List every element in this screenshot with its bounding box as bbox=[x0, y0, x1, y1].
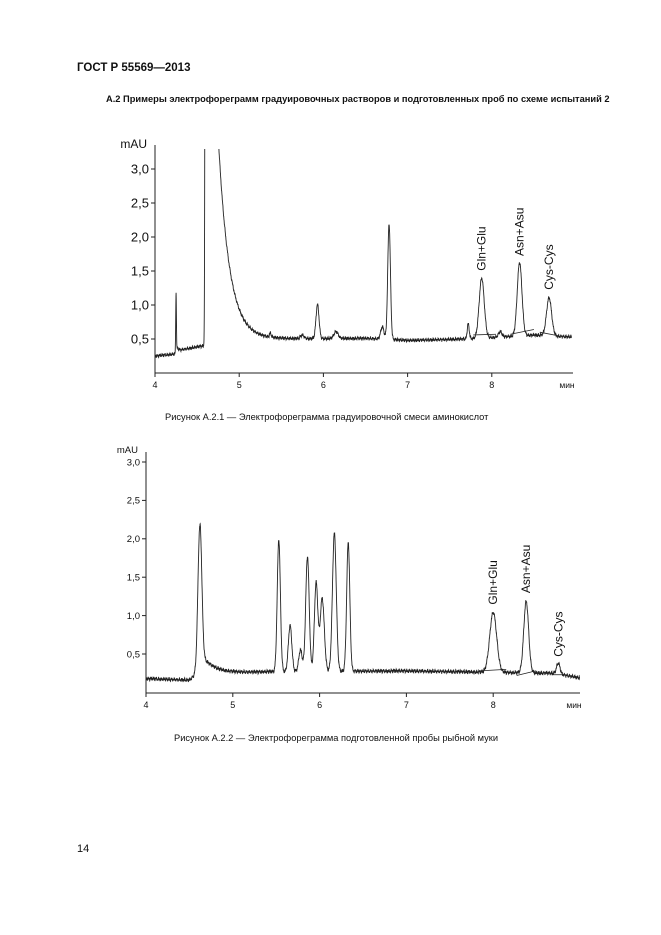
figure-caption-1: Рисунок А.2.1 — Электрофореграмма градуи… bbox=[165, 412, 489, 422]
y-tick-label: 0,5 bbox=[127, 649, 140, 660]
y-tick-label: 1,5 bbox=[131, 264, 149, 279]
x-tick-label: 6 bbox=[321, 380, 326, 390]
integration-baseline bbox=[516, 670, 536, 676]
y-tick-label: 1,5 bbox=[127, 573, 140, 584]
peak-label: Cys-Cys bbox=[542, 244, 556, 289]
x-tick-label: 4 bbox=[152, 380, 157, 390]
y-tick-label: 2,0 bbox=[131, 230, 149, 245]
peak-label: Gln+Glu bbox=[475, 226, 489, 270]
section-title: А.2 Примеры электрофореграмм градуировоч… bbox=[106, 94, 610, 104]
y-tick-label: 2,0 bbox=[127, 534, 140, 545]
x-tick-label: 5 bbox=[230, 700, 235, 710]
page-number: 14 bbox=[77, 843, 90, 855]
trace-line bbox=[146, 522, 580, 683]
y-tick-label: 2,5 bbox=[131, 196, 149, 211]
integration-baseline bbox=[479, 668, 507, 672]
x-tick-label: 4 bbox=[143, 700, 148, 710]
y-tick-label: 3,0 bbox=[131, 162, 149, 177]
peak-label: Gln+Glu bbox=[486, 560, 500, 604]
x-axis-label: мин bbox=[559, 380, 575, 390]
x-tick-label: 8 bbox=[489, 380, 494, 390]
x-tick-label: 5 bbox=[237, 380, 242, 390]
electropherogram-chart-1: 0,5 1,0 1,5 2,0 2,5 3,0 4 5 6 7 8 mAU мин Gln+Glu Asn+… bbox=[120, 137, 575, 390]
x-tick-label: 7 bbox=[405, 380, 410, 390]
document-header: ГОСТ Р 55569—2013 bbox=[77, 62, 191, 74]
integration-baseline bbox=[510, 329, 534, 335]
y-tick-label: 1,0 bbox=[127, 611, 140, 622]
y-tick-label: 1,0 bbox=[131, 298, 149, 313]
trace-line bbox=[155, 149, 572, 359]
electropherogram-chart-2: 0,5 1,0 1,5 2,0 2,5 3,0 4 5 6 7 8 mAU мин Gln+Glu Asn+… bbox=[117, 445, 582, 710]
x-tick-label: 7 bbox=[404, 700, 409, 710]
y-axis-label: mAU bbox=[117, 445, 138, 456]
peak-label: Asn+Asu bbox=[519, 545, 533, 593]
y-axis-label: mAU bbox=[120, 137, 147, 151]
figure-caption-2: Рисунок А.2.2 — Электрофореграмма подгот… bbox=[174, 733, 499, 743]
peak-label: Asn+Asu bbox=[513, 208, 527, 256]
x-tick-label: 6 bbox=[317, 700, 322, 710]
x-tick-label: 8 bbox=[491, 700, 496, 710]
y-tick-label: 3,0 bbox=[127, 457, 140, 468]
x-axis-label: мин bbox=[566, 700, 582, 710]
peak-label: Cys-Cys bbox=[551, 611, 565, 656]
y-tick-label: 2,5 bbox=[127, 496, 140, 507]
integration-baseline bbox=[473, 333, 497, 336]
integration-baseline bbox=[539, 331, 558, 336]
y-tick-label: 0,5 bbox=[131, 332, 149, 347]
